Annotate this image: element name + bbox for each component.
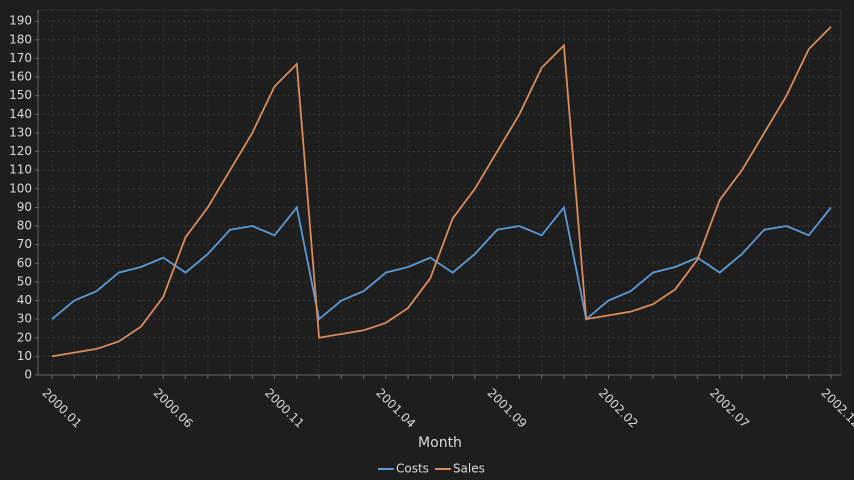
y-tick-label: 120: [9, 144, 32, 158]
y-tick-label: 40: [17, 293, 32, 307]
legend: Costs Sales: [378, 462, 485, 476]
y-tick-label: 10: [17, 349, 32, 363]
y-tick-label: 180: [9, 32, 32, 46]
y-tick-label: 150: [9, 88, 32, 102]
y-tick-label: 90: [17, 200, 32, 214]
x-axis-title: Month: [418, 435, 462, 451]
plot-area: [37, 9, 842, 376]
y-tick-label: 130: [9, 125, 32, 139]
y-tick-label: 110: [9, 163, 32, 177]
y-tick-label: 80: [17, 219, 32, 233]
y-tick-label: 70: [17, 237, 32, 251]
y-tick-label: 50: [17, 274, 32, 288]
y-tick-label: 30: [17, 312, 32, 326]
y-tick-label: 100: [9, 181, 32, 195]
y-tick-label: 190: [9, 14, 32, 28]
legend-label: Costs: [396, 462, 429, 476]
series-line: [51, 26, 832, 358]
legend-label: Sales: [453, 462, 485, 476]
y-tick-label: 170: [9, 51, 32, 65]
series-line: [51, 205, 832, 321]
y-tick-label: 20: [17, 330, 32, 344]
y-tick-label: 0: [24, 368, 32, 382]
y-tick-label: 140: [9, 107, 32, 121]
y-tick-label: 60: [17, 256, 32, 270]
y-tick-label: 160: [9, 70, 32, 84]
